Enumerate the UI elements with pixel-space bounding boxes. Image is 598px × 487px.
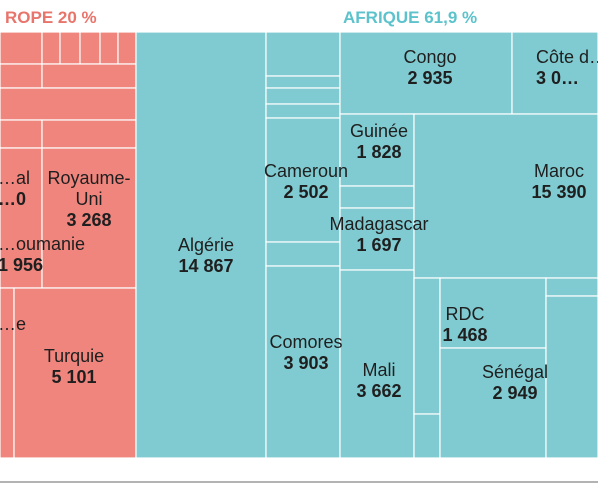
- europe-1-name: Royaume-: [47, 168, 130, 188]
- afrique-cell-6: [265, 241, 341, 267]
- afrique-4-name: Cameroun: [264, 161, 348, 181]
- europe-1-name: Uni: [75, 189, 102, 209]
- afrique-10-name: Sénégal: [482, 362, 548, 382]
- afrique-9-name: Mali: [362, 360, 395, 380]
- afrique-10-value: 2 949: [492, 383, 537, 403]
- europe-cell-8: [41, 63, 137, 89]
- europe-cell-7: [0, 63, 43, 89]
- afrique-0-name: Algérie: [178, 235, 234, 255]
- europe-1-value: 3 268: [66, 210, 111, 230]
- europe-2-name: …oumanie: [0, 234, 85, 254]
- europe-cell-11: [0, 147, 43, 289]
- afrique-cell-3: [265, 87, 341, 105]
- afrique-8-value: 3 903: [283, 353, 328, 373]
- afrique-2-value: 3 0…: [536, 68, 579, 88]
- afrique-cell-0: [135, 31, 267, 459]
- afrique-6-name: Madagascar: [329, 214, 428, 234]
- afrique-8-name: Comores: [269, 332, 342, 352]
- europe-cell-10: [0, 119, 43, 149]
- afrique-4-value: 2 502: [283, 182, 328, 202]
- afrique-7-value: 1 468: [442, 325, 487, 345]
- europe-0-name: …al: [0, 168, 30, 188]
- europe-cell-4: [79, 31, 101, 65]
- afrique-0-value: 14 867: [178, 256, 233, 276]
- afrique-cell-4: [265, 103, 341, 119]
- afrique-5-value: 15 390: [531, 182, 586, 202]
- afrique-cell-9: [511, 31, 598, 115]
- afrique-6-value: 1 697: [356, 235, 401, 255]
- europe-2-value: 1 956: [0, 255, 43, 275]
- europe-cell-5: [99, 31, 119, 65]
- afrique-cell-1: [265, 31, 341, 77]
- afrique-cell-18: [439, 347, 547, 459]
- europe-cell-2: [41, 31, 61, 65]
- europe-4-value: 5 101: [51, 367, 96, 387]
- afrique-cell-2: [265, 75, 341, 89]
- europe-cell-6: [117, 31, 137, 65]
- afrique-cell-11: [339, 185, 415, 209]
- afrique-cell-16: [413, 413, 441, 459]
- group-captions: ROPE 20 % AFRIQUE 61,9 %: [5, 8, 477, 27]
- afrique-1-value: 2 935: [407, 68, 452, 88]
- europe-cell-3: [59, 31, 81, 65]
- afrique-1-name: Congo: [403, 47, 456, 67]
- afrique-5-name: Maroc: [534, 161, 584, 181]
- afrique-cell-8: [339, 31, 513, 115]
- europe-3-name: …e: [0, 314, 26, 334]
- afrique-2-name: Côte d…: [536, 47, 598, 67]
- afrique-cell-15: [413, 277, 441, 415]
- afrique-cell-17: [439, 277, 547, 349]
- europe-cell-12: [41, 119, 137, 149]
- afrique-7-name: RDC: [446, 304, 485, 324]
- afrique-cell-19: [545, 277, 598, 297]
- europe-0-value: …0: [0, 189, 26, 209]
- afrique-cell-12: [339, 207, 415, 271]
- afrique-cell-20: [545, 295, 598, 459]
- afrique-caption: AFRIQUE 61,9 %: [343, 8, 477, 27]
- europe-cell-9: [0, 87, 137, 121]
- afrique-cell-10: [339, 113, 415, 187]
- europe-cell-1: [0, 31, 43, 65]
- europe-4-name: Turquie: [44, 346, 104, 366]
- afrique-cell-5: [265, 117, 341, 243]
- afrique-9-value: 3 662: [356, 381, 401, 401]
- europe-cell-13: [41, 147, 137, 289]
- afrique-3-name: Guinée: [350, 121, 408, 141]
- europe-caption: ROPE 20 %: [5, 8, 97, 27]
- treemap-cells: [0, 31, 598, 459]
- europe-cell-15: [13, 287, 137, 459]
- afrique-3-value: 1 828: [356, 142, 401, 162]
